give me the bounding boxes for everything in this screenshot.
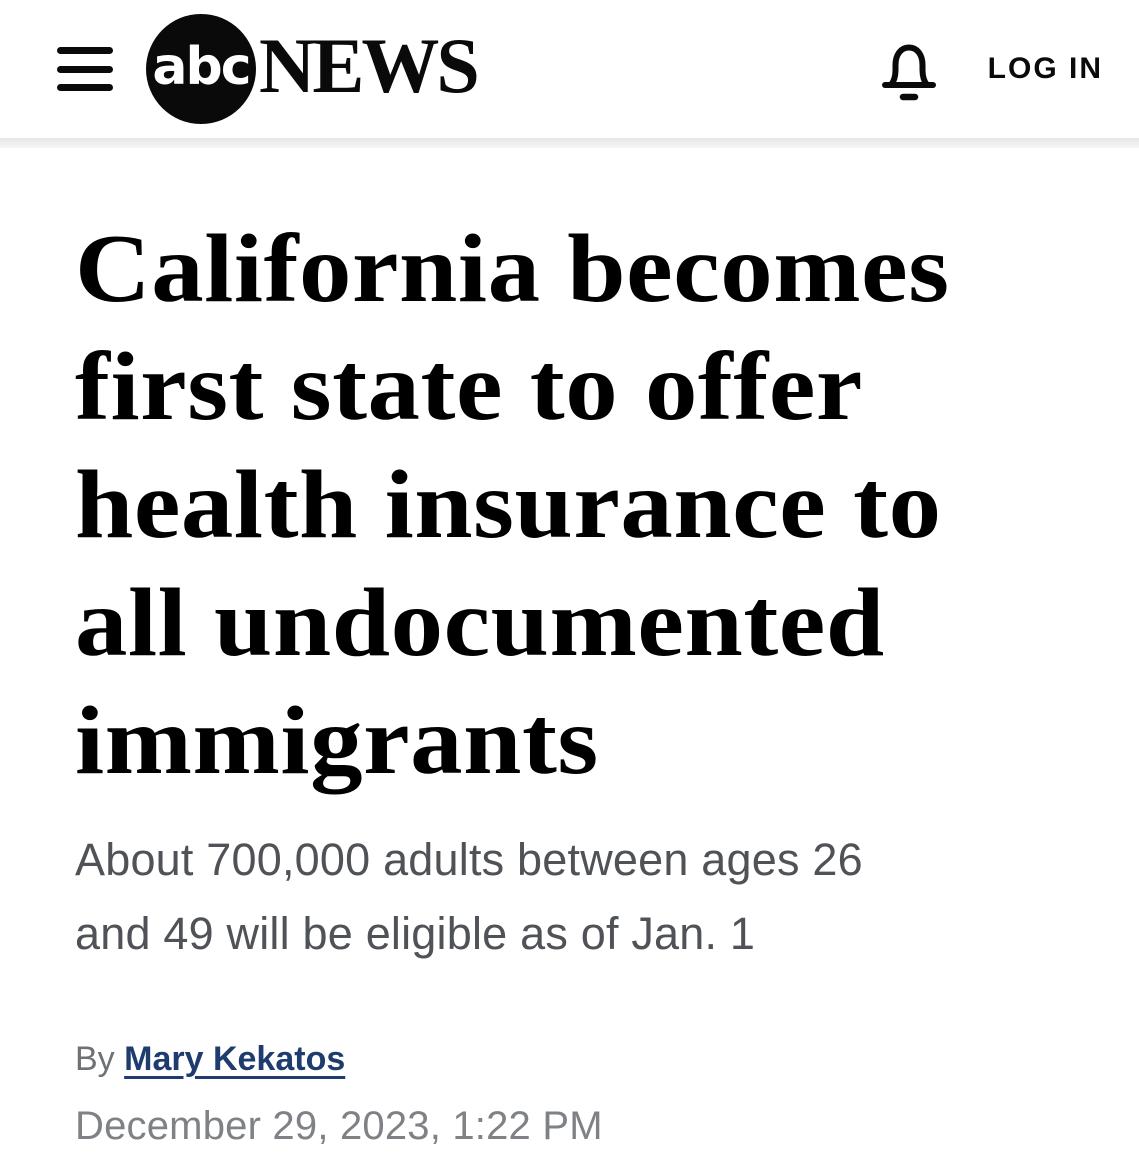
article-headline: California becomes first state to offer … bbox=[75, 215, 950, 795]
article-content: California becomes first state to offer … bbox=[0, 210, 1139, 1149]
bell-icon bbox=[881, 44, 936, 101]
article-subheadline: About 700,000 adults between ages 26 and… bbox=[75, 834, 863, 959]
abc-logo-circle: abc bbox=[146, 14, 256, 124]
header-divider bbox=[0, 138, 1139, 148]
hamburger-bar bbox=[57, 47, 113, 54]
hamburger-bar bbox=[57, 84, 113, 91]
author-link[interactable]: Mary Kekatos bbox=[124, 1040, 346, 1078]
publish-date: December 29, 2023, 1:22 PM bbox=[75, 1104, 603, 1148]
hamburger-bar bbox=[57, 65, 113, 73]
news-wordmark: NEWS bbox=[259, 22, 480, 109]
top-nav-bar: abc NEWS LOG IN bbox=[0, 0, 1139, 138]
byline-prefix: By bbox=[75, 1040, 115, 1078]
notifications-bell-icon[interactable] bbox=[880, 36, 938, 102]
abc-logo-text: abc bbox=[152, 37, 251, 97]
abc-news-logo[interactable]: abc NEWS bbox=[146, 14, 480, 124]
byline: By Mary Kekatos bbox=[75, 1039, 1099, 1079]
log-in-button[interactable]: LOG IN bbox=[987, 52, 1103, 85]
hamburger-menu-icon[interactable] bbox=[57, 47, 113, 91]
